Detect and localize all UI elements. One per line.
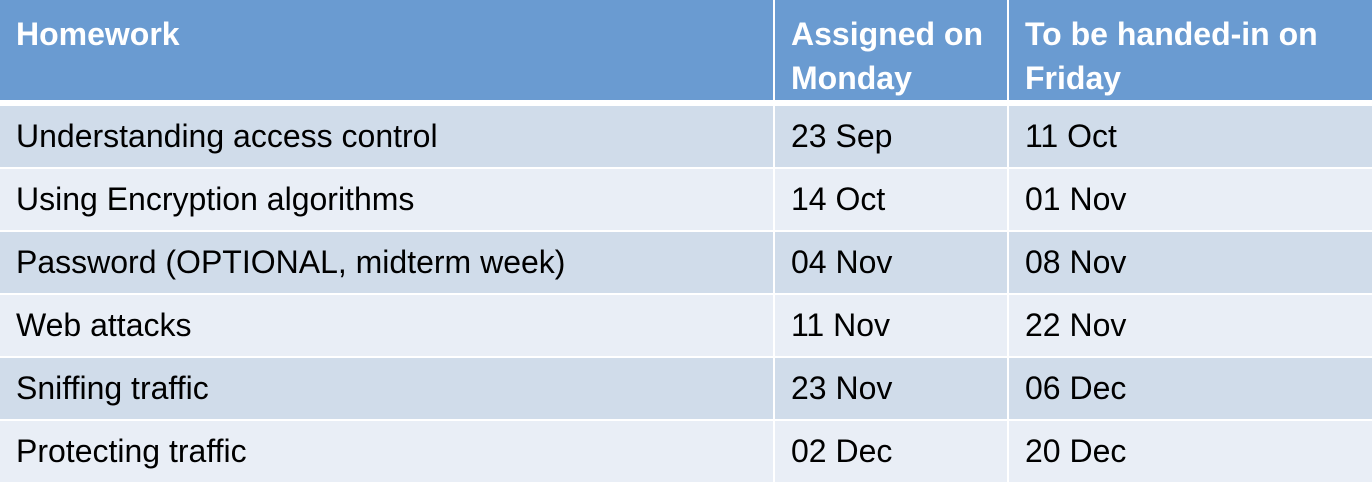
table-row: Sniffing traffic 23 Nov 06 Dec	[0, 356, 1372, 420]
header-homework: Homework	[0, 0, 774, 106]
due-cell: 11 Oct	[1007, 102, 1372, 168]
assigned-cell: 14 Oct	[773, 167, 1008, 231]
table-row: Using Encryption algorithms 14 Oct 01 Nov	[0, 167, 1372, 231]
due-cell: 22 Nov	[1007, 293, 1372, 357]
homework-cell: Understanding access control	[0, 102, 774, 168]
table-row: Web attacks 11 Nov 22 Nov	[0, 293, 1372, 357]
assigned-cell: 04 Nov	[773, 230, 1008, 294]
homework-cell: Using Encryption algorithms	[0, 167, 774, 231]
assigned-cell: 11 Nov	[773, 293, 1008, 357]
table-row: Understanding access control 23 Sep 11 Oct	[0, 102, 1372, 168]
header-assigned: Assigned on Monday	[773, 0, 1008, 106]
header-row: Homework Assigned on Monday To be handed…	[0, 0, 1372, 106]
due-cell: 01 Nov	[1007, 167, 1372, 231]
due-cell: 08 Nov	[1007, 230, 1372, 294]
homework-cell: Protecting traffic	[0, 419, 774, 482]
homework-cell: Password (OPTIONAL, midterm week)	[0, 230, 774, 294]
homework-cell: Sniffing traffic	[0, 356, 774, 420]
homework-cell: Web attacks	[0, 293, 774, 357]
table-row: Protecting traffic 02 Dec 20 Dec	[0, 419, 1372, 482]
assigned-cell: 23 Nov	[773, 356, 1008, 420]
due-cell: 20 Dec	[1007, 419, 1372, 482]
table-row: Password (OPTIONAL, midterm week) 04 Nov 0…	[0, 230, 1372, 294]
assigned-cell: 23 Sep	[773, 102, 1008, 168]
assigned-cell: 02 Dec	[773, 419, 1008, 482]
header-due: To be handed-in on Friday	[1007, 0, 1372, 106]
due-cell: 06 Dec	[1007, 356, 1372, 420]
